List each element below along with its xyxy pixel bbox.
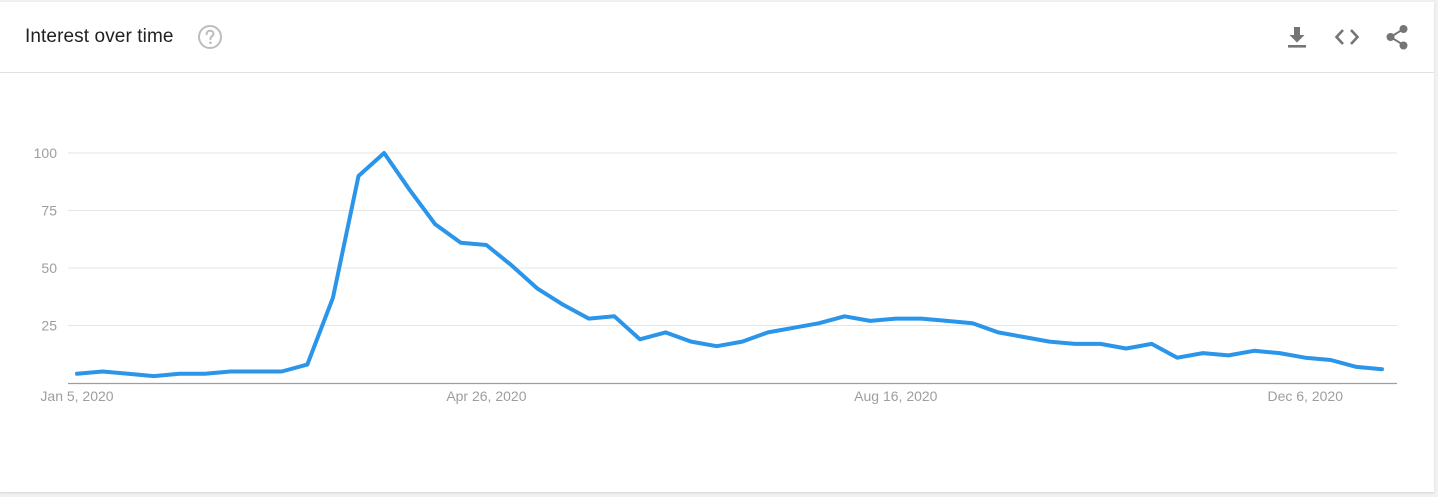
y-tick-label: 75 bbox=[41, 203, 57, 219]
data-point[interactable] bbox=[611, 313, 617, 319]
data-point[interactable] bbox=[1251, 348, 1257, 354]
card-title: Interest over time bbox=[25, 26, 174, 47]
data-point[interactable] bbox=[1328, 357, 1334, 363]
data-point[interactable] bbox=[509, 263, 515, 269]
help-circle-icon[interactable] bbox=[197, 24, 223, 50]
data-point[interactable] bbox=[304, 362, 310, 368]
series-layer bbox=[74, 150, 1385, 379]
data-point[interactable] bbox=[867, 318, 873, 324]
data-point[interactable] bbox=[765, 329, 771, 335]
data-point[interactable] bbox=[279, 369, 285, 375]
data-point[interactable] bbox=[202, 371, 208, 377]
x-tick-label: Dec 6, 2020 bbox=[1267, 388, 1343, 404]
data-point[interactable] bbox=[1225, 352, 1231, 358]
data-point[interactable] bbox=[586, 316, 592, 322]
data-point[interactable] bbox=[918, 316, 924, 322]
data-point[interactable] bbox=[714, 343, 720, 349]
data-point[interactable] bbox=[1021, 334, 1027, 340]
data-point[interactable] bbox=[228, 369, 234, 375]
data-point[interactable] bbox=[330, 295, 336, 301]
data-point[interactable] bbox=[1123, 346, 1129, 352]
data-point[interactable] bbox=[381, 150, 387, 156]
data-point[interactable] bbox=[560, 302, 566, 308]
x-tick-label: Jan 5, 2020 bbox=[40, 388, 113, 404]
data-point[interactable] bbox=[176, 371, 182, 377]
grid-layer bbox=[68, 152, 1397, 385]
data-point[interactable] bbox=[407, 187, 413, 193]
data-point[interactable] bbox=[151, 373, 157, 379]
series-line[interactable] bbox=[75, 151, 1384, 379]
data-point[interactable] bbox=[1200, 350, 1206, 356]
data-point[interactable] bbox=[663, 329, 669, 335]
data-point[interactable] bbox=[100, 369, 106, 375]
data-point[interactable] bbox=[1072, 341, 1078, 347]
data-point[interactable] bbox=[816, 320, 822, 326]
x-tick-label: Aug 16, 2020 bbox=[854, 388, 938, 404]
data-point[interactable] bbox=[790, 325, 796, 331]
card-header: Interest over time bbox=[0, 2, 1434, 73]
embed-button[interactable] bbox=[1330, 20, 1364, 54]
data-point[interactable] bbox=[1149, 341, 1155, 347]
share-icon bbox=[1386, 25, 1408, 50]
data-point[interactable] bbox=[688, 339, 694, 345]
data-point[interactable] bbox=[1098, 341, 1104, 347]
data-point[interactable] bbox=[970, 320, 976, 326]
data-point[interactable] bbox=[944, 318, 950, 324]
data-point[interactable] bbox=[125, 371, 131, 377]
data-point[interactable] bbox=[432, 221, 438, 227]
data-point[interactable] bbox=[637, 336, 643, 342]
share-button[interactable] bbox=[1380, 20, 1414, 54]
x-tick-label: Apr 26, 2020 bbox=[446, 388, 526, 404]
data-point[interactable] bbox=[1302, 355, 1308, 361]
download-icon bbox=[1288, 27, 1306, 48]
y-tick-label: 100 bbox=[34, 145, 58, 161]
code-icon bbox=[1334, 29, 1360, 45]
x-tick-labels: Jan 5, 2020 Apr 26, 2020 Aug 16, 2020 Dec 6… bbox=[40, 388, 1343, 404]
data-point[interactable] bbox=[355, 173, 361, 179]
y-tick-label: 50 bbox=[41, 260, 57, 276]
data-point[interactable] bbox=[739, 339, 745, 345]
data-point[interactable] bbox=[1174, 355, 1180, 361]
data-point[interactable] bbox=[483, 242, 489, 248]
data-point[interactable] bbox=[535, 286, 541, 292]
y-tick-label: 25 bbox=[41, 318, 57, 334]
data-point[interactable] bbox=[842, 313, 848, 319]
download-button[interactable] bbox=[1280, 20, 1314, 54]
data-point[interactable] bbox=[1379, 366, 1385, 372]
data-point[interactable] bbox=[253, 369, 259, 375]
data-point[interactable] bbox=[1353, 364, 1359, 370]
data-point[interactable] bbox=[458, 240, 464, 246]
data-point[interactable] bbox=[995, 329, 1001, 335]
data-point[interactable] bbox=[893, 316, 899, 322]
data-point[interactable] bbox=[1277, 350, 1283, 356]
data-point[interactable] bbox=[74, 371, 80, 377]
data-point[interactable] bbox=[1046, 339, 1052, 345]
y-tick-labels: 100 75 50 25 bbox=[34, 145, 58, 334]
